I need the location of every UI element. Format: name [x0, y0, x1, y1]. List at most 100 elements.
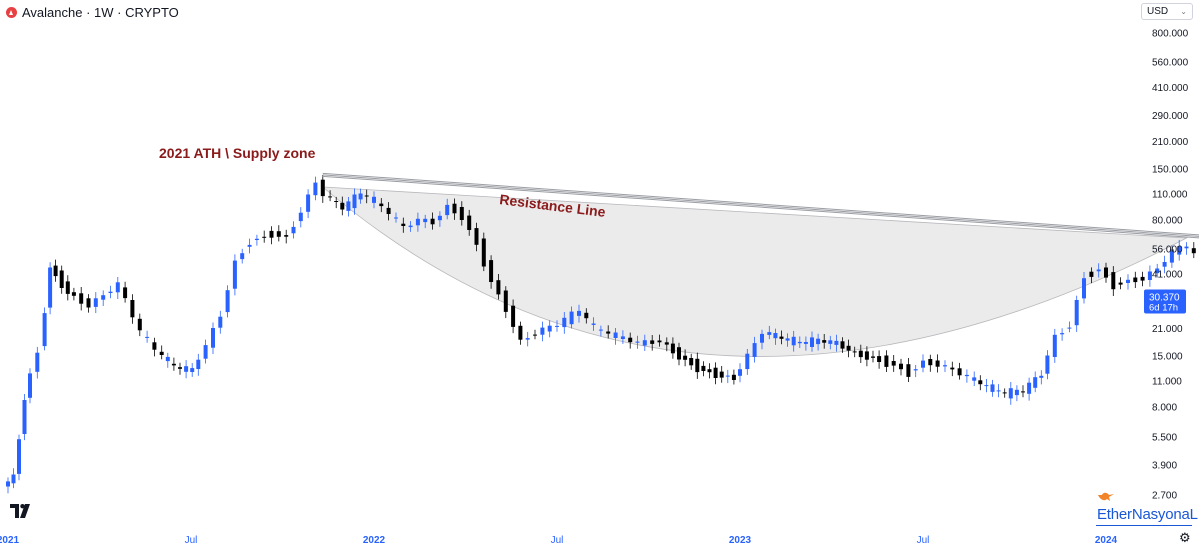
candle-body	[785, 338, 790, 341]
candle-body	[1033, 377, 1038, 388]
candle-body	[525, 338, 530, 340]
price-tick-label: 80.000	[1152, 215, 1183, 226]
price-tick-label: 5.500	[1152, 433, 1177, 444]
candle-body	[1104, 267, 1108, 278]
candle-body	[828, 340, 833, 344]
price-tick-label: 3.900	[1152, 461, 1177, 472]
candles	[6, 175, 1196, 494]
candle-body	[1039, 375, 1044, 378]
time-tick-label: 2023	[729, 535, 752, 546]
candle-body	[42, 313, 47, 347]
candle-body	[17, 439, 21, 474]
drawing-lines	[322, 172, 1199, 239]
resistance-line	[322, 172, 1199, 236]
candle-body	[313, 182, 318, 196]
candle-body	[203, 345, 208, 359]
currency-label: USD	[1147, 6, 1169, 17]
candle-body	[489, 260, 494, 282]
candle-body	[262, 236, 267, 238]
candle-body	[408, 225, 413, 228]
tradingview-logo-icon[interactable]	[10, 504, 34, 523]
candle-body	[1067, 327, 1072, 329]
candle-body	[791, 336, 796, 346]
gear-icon[interactable]: ⚙	[1179, 531, 1191, 546]
candle-body	[481, 238, 486, 267]
candle-body	[6, 481, 10, 487]
symbol-header[interactable]: Avalanche · 1W · CRYPTO	[6, 3, 179, 21]
candle-body	[178, 367, 182, 369]
price-tick-label: 560.000	[1152, 58, 1189, 69]
candle-body	[562, 317, 567, 328]
brand-underline	[1096, 525, 1192, 526]
candle-body	[725, 375, 730, 377]
candle-body	[822, 340, 827, 343]
candle-body	[123, 287, 128, 299]
candle-body	[591, 323, 596, 325]
candle-body	[670, 343, 675, 354]
candle-body	[613, 332, 618, 338]
candle-body	[101, 295, 106, 300]
candle-body	[803, 342, 808, 344]
candle-body	[1162, 262, 1167, 267]
candle-body	[1096, 269, 1101, 272]
candle-body	[1126, 279, 1130, 283]
candle-body	[71, 292, 76, 296]
price-tick-label: 21.000	[1152, 324, 1183, 335]
bar-countdown-label: 6d 17h	[1149, 303, 1178, 314]
candle-body	[1155, 268, 1160, 274]
candle-body	[913, 369, 918, 371]
candle-body	[496, 280, 501, 295]
price-tick-label: 41.000	[1152, 270, 1183, 281]
currency-select[interactable]: USD ⌄	[1141, 3, 1193, 20]
candle-body	[137, 318, 142, 331]
price-tick-label: 410.000	[1152, 83, 1189, 94]
candle-body	[152, 342, 157, 350]
candle-body	[745, 353, 750, 370]
candle-body	[1184, 246, 1189, 249]
price-tick-label: 11.000	[1152, 377, 1182, 388]
candle-body	[65, 281, 70, 294]
time-tick-label: Jul	[551, 535, 564, 546]
candle-body	[379, 203, 384, 207]
candle-body	[276, 231, 281, 237]
candle-body	[858, 350, 863, 358]
candle-body	[401, 223, 406, 226]
candle-body	[53, 265, 58, 277]
time-axis[interactable]: 2021Jul2022Jul2023Jul2024Jul2025Jul2026J…	[0, 535, 1199, 546]
candle-body	[86, 298, 91, 308]
supply-zone-label: 2021 ATH \ Supply zone	[159, 145, 316, 161]
candle-body	[11, 474, 16, 484]
price-axis[interactable]: 800.000 560.000 410.000 290.000 210.000 150.0…	[1144, 29, 1189, 502]
candle-body	[437, 215, 442, 221]
candle-body	[547, 325, 552, 332]
candle-body	[1021, 391, 1025, 393]
candle-body	[28, 373, 32, 398]
candle-body	[298, 212, 303, 222]
candle-body	[996, 390, 1001, 392]
candle-body	[972, 377, 977, 381]
time-tick-label: 2021	[0, 535, 20, 546]
candle-body	[689, 358, 694, 366]
candle-body	[1118, 282, 1123, 285]
price-tick-label: 290.000	[1152, 111, 1189, 122]
candle-body	[1177, 246, 1182, 255]
time-tick-label: 2022	[363, 535, 386, 546]
candle-body	[957, 368, 962, 376]
candle-body	[677, 347, 681, 360]
candle-body	[165, 356, 170, 362]
price-tick-label: 15.000	[1152, 351, 1183, 362]
candle-body	[707, 369, 712, 373]
candle-body	[211, 328, 215, 348]
candle-body	[731, 374, 736, 380]
time-tick-label: 2024	[1095, 535, 1118, 546]
candle-body	[1074, 300, 1079, 326]
avalanche-logo-icon	[6, 6, 17, 18]
candle-body	[306, 194, 311, 212]
candle-body	[184, 366, 189, 372]
candle-body	[503, 290, 508, 312]
candle-body	[834, 340, 839, 345]
candle-body	[719, 371, 724, 378]
chevron-down-icon: ⌄	[1180, 7, 1187, 16]
